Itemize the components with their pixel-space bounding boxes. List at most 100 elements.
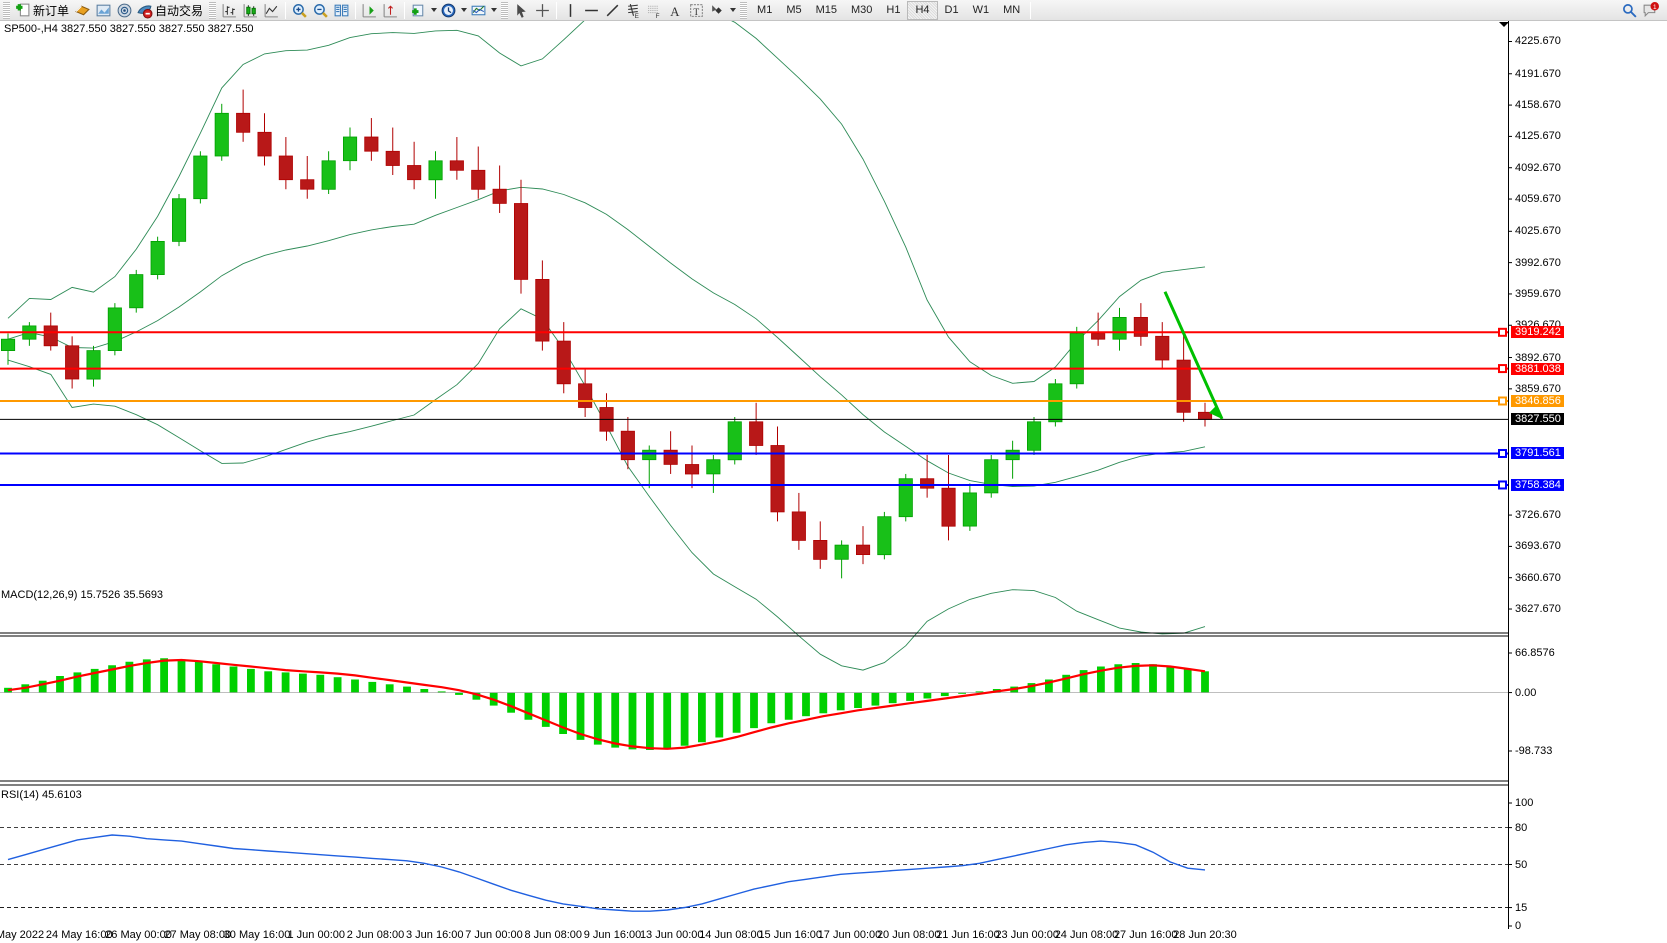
time-tick: 23 Jun 00:00 (995, 929, 1060, 941)
period-icon (441, 3, 456, 17)
time-tick: 8 Jun 08:00 (524, 929, 583, 941)
price-tick-4025.670: 4025.670 (1515, 225, 1561, 238)
time-tick: 27 Jun 16:00 (1113, 929, 1178, 941)
candlestick-chart-icon (243, 3, 257, 17)
toolbar-separator-4 (556, 1, 558, 19)
alerts-icon: 1 (1643, 1, 1659, 17)
shapes-button[interactable] (707, 1, 728, 20)
hline-button[interactable] (581, 1, 602, 20)
text-button[interactable]: A (665, 1, 686, 20)
period-dropdown-arrow[interactable] (459, 2, 468, 19)
chart-area[interactable]: SP500-,H4 3827.550 3827.550 3827.550 382… (0, 21, 1667, 943)
line-chart-icon (264, 3, 278, 17)
templates-dropdown-arrow[interactable] (489, 2, 498, 19)
price-tick-3726.670: 3726.670 (1515, 509, 1561, 522)
alerts-button[interactable]: 1 1 (1640, 1, 1661, 20)
timeframe-w1[interactable]: W1 (972, 4, 990, 16)
price-tick-4059.670: 4059.670 (1515, 193, 1561, 206)
trendline-button[interactable] (602, 1, 623, 20)
time-tick: 21 Jun 16:00 (936, 929, 1000, 941)
period-button[interactable] (438, 1, 459, 20)
text-label-icon: T (690, 3, 703, 17)
zoom-in-icon (293, 3, 307, 18)
auto-scroll-icon (383, 3, 397, 17)
price-tick-3693.670: 3693.670 (1515, 540, 1561, 553)
symbol-ohlc-label: SP500-,H4 3827.550 3827.550 3827.550 382… (4, 23, 254, 35)
fibo-icon: E (628, 3, 639, 19)
time-scale[interactable]: May 2022 24 May 16:00 26 May 00:00 27 May 0… (0, 929, 1509, 943)
text-label-button[interactable]: T (686, 1, 707, 20)
timeframe-m30[interactable]: M30 (851, 4, 873, 16)
time-tick: 30 May 16:00 (223, 929, 291, 941)
timeframe-h4[interactable]: H4 (907, 0, 938, 20)
price-tick-4125.670: 4125.670 (1515, 130, 1561, 143)
timeframe-m5[interactable]: M5 (786, 4, 802, 16)
autotrading-label: 自动交易 (155, 3, 204, 18)
autotrading-button[interactable]: 自动交易 (135, 1, 206, 20)
price-tag-3919.242[interactable]: 3919.242 (1511, 326, 1564, 339)
time-tick: 13 Jun 00:00 (639, 929, 704, 941)
tile-windows-icon (334, 4, 349, 16)
fibo-fan-icon: F (648, 5, 660, 19)
vline-button[interactable] (560, 1, 581, 20)
time-tick: 24 May 16:00 (45, 929, 113, 941)
text-icon: A (670, 4, 680, 18)
indicators-button[interactable] (408, 1, 429, 20)
price-tag-3791.561[interactable]: 3791.561 (1511, 447, 1564, 460)
macd-tick-0.00: 0.00 (1515, 686, 1537, 699)
timeframe-m15[interactable]: M15 (815, 4, 837, 16)
time-tick: 28 Jun 20:30 (1173, 929, 1237, 941)
templates-icon (471, 5, 486, 15)
search-button[interactable] (1619, 1, 1640, 20)
zoom-out-button[interactable] (310, 1, 331, 20)
timeframe-d1[interactable]: D1 (944, 4, 959, 16)
price-tick-4092.670: 4092.670 (1515, 161, 1561, 174)
candlestick-chart-button[interactable] (240, 1, 261, 20)
navigator-icon (117, 3, 132, 17)
fibo-button[interactable]: E (623, 1, 644, 20)
price-tick-3859.670: 3859.670 (1515, 382, 1561, 395)
bar-chart-button[interactable] (219, 1, 240, 20)
price-tag-3758.384[interactable]: 3758.384 (1511, 478, 1564, 491)
tile-windows-button[interactable] (331, 1, 352, 20)
hline-icon (585, 9, 598, 11)
time-tick: 27 May 08:00 (164, 929, 232, 941)
shapes-dropdown-arrow[interactable] (728, 2, 737, 19)
zoom-in-button[interactable] (289, 1, 310, 20)
fibo-fan-button[interactable]: F (644, 1, 665, 20)
indicators-dropdown-arrow[interactable] (429, 2, 438, 19)
chart-shift-button[interactable] (359, 1, 380, 20)
cursor-icon (517, 3, 526, 18)
timeframe-m1[interactable]: M1 (757, 4, 773, 16)
auto-scroll-button[interactable] (380, 1, 401, 20)
crosshair-button[interactable] (532, 1, 553, 20)
templates-button[interactable] (468, 1, 489, 20)
new-order-button[interactable]: 新订单 (13, 1, 72, 20)
price-tag-3827.550[interactable]: 3827.550 (1511, 413, 1564, 426)
price-tag-3846.856[interactable]: 3846.856 (1511, 395, 1564, 407)
price-tick-4158.670: 4158.670 (1515, 99, 1561, 112)
svg-text:A: A (670, 4, 680, 18)
cursor-button[interactable] (511, 1, 532, 20)
toolbar-grip-4[interactable] (740, 1, 748, 19)
new-order-label: 新订单 (33, 3, 70, 18)
toolbar-grip-2[interactable] (209, 1, 217, 19)
time-tick: 24 Jun 08:00 (1054, 929, 1119, 941)
timeframe-mn[interactable]: MN (1003, 4, 1021, 16)
navigator-button[interactable] (114, 1, 135, 20)
toolbar-grip[interactable] (3, 1, 10, 19)
rsi-tick-80: 80 (1515, 821, 1528, 834)
new-order-icon (16, 3, 30, 16)
toolbar-grip-3[interactable] (501, 1, 509, 19)
price-tag-3881.038[interactable]: 3881.038 (1511, 362, 1564, 375)
line-chart-button[interactable] (261, 1, 282, 20)
expert-advisor-button[interactable] (72, 1, 93, 20)
search-icon (1623, 3, 1637, 18)
timeframe-h1[interactable]: H1 (886, 4, 901, 16)
collapse-triangle-icon[interactable] (1499, 22, 1509, 27)
macd-indicator-label: MACD(12,26,9) 15.7526 35.5693 (1, 589, 164, 601)
svg-text:F: F (656, 12, 660, 18)
data-window-button[interactable] (93, 1, 114, 20)
rsi-tick-50: 50 (1515, 858, 1528, 871)
toolbar-separator-3 (404, 1, 406, 19)
